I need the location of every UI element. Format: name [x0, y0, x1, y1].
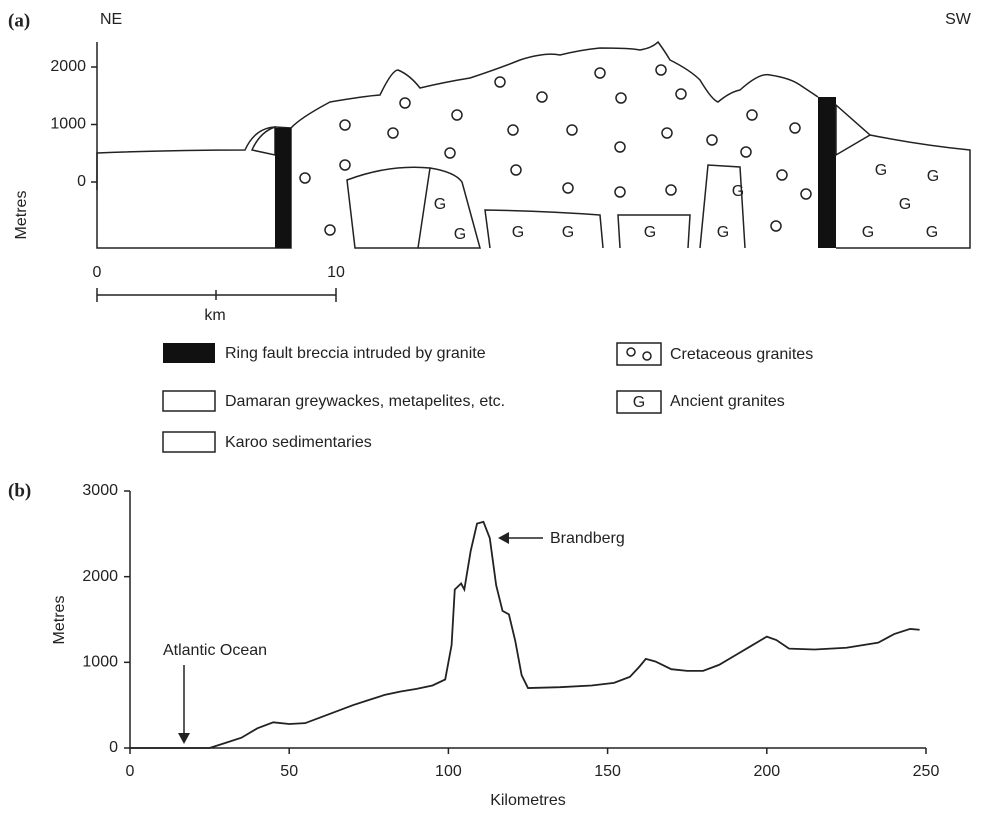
direction-label: SW — [945, 11, 972, 28]
granite-symbol: G — [899, 196, 911, 213]
granite-symbol — [615, 187, 625, 197]
ancient-granite-block — [836, 135, 970, 248]
ancient-granite-block — [485, 210, 603, 248]
panel-b: (b) Kilometres Metres Atlantic Ocean Bra… — [8, 480, 939, 809]
legend-swatch — [617, 343, 661, 365]
legend-label: Ring fault breccia intruded by granite — [225, 345, 486, 362]
damaran-block — [347, 167, 430, 248]
granite-symbol — [340, 160, 350, 170]
annotation: Brandberg — [550, 530, 625, 547]
legend-swatch — [163, 432, 215, 452]
y-tick-label: 1000 — [50, 116, 86, 133]
granite-symbol: G — [926, 224, 938, 241]
scale-unit: km — [204, 307, 225, 324]
y-tick-label: 3000 — [82, 482, 118, 499]
granite-symbol: G — [732, 183, 744, 200]
panel-label: (b) — [8, 480, 31, 501]
granite-symbol: G — [927, 168, 939, 185]
panel-label: (a) — [8, 10, 30, 31]
granite-symbol: G — [717, 224, 729, 241]
granite-symbol: G — [512, 224, 524, 241]
granite-symbol — [445, 148, 455, 158]
x-tick-label: 200 — [753, 763, 780, 780]
damaran-block — [97, 127, 291, 248]
granite-symbol: G — [875, 162, 887, 179]
granite-symbol — [388, 128, 398, 138]
granite-symbol — [325, 225, 335, 235]
breccia — [275, 128, 291, 248]
y-axis-label: Metres — [13, 191, 30, 240]
x-tick-label: 250 — [913, 763, 940, 780]
y-tick-label: 2000 — [50, 58, 86, 75]
granite-symbol — [771, 221, 781, 231]
direction-label: NE — [100, 11, 122, 28]
granite-symbol — [615, 142, 625, 152]
granite-symbol — [707, 135, 717, 145]
granite-symbol — [508, 125, 518, 135]
granite-symbol: G — [454, 226, 466, 243]
granite-symbol — [563, 183, 573, 193]
granite-symbol — [662, 128, 672, 138]
granite-symbol — [511, 165, 521, 175]
granite-symbol — [790, 123, 800, 133]
granite-symbol — [741, 147, 751, 157]
karoo-wedge — [252, 127, 275, 155]
panel-a: (a) NE SW Metres km G Ring fault breccia… — [8, 10, 972, 452]
granite-symbol — [666, 185, 676, 195]
granite-symbol — [340, 120, 350, 130]
granite-symbol — [747, 110, 757, 120]
scale-tick-label: 10 — [327, 264, 345, 281]
granite-symbol — [656, 65, 666, 75]
page: (a) NE SW Metres km G Ring fault breccia… — [0, 0, 986, 817]
granite-symbol — [300, 173, 310, 183]
granite-symbol: G — [862, 224, 874, 241]
x-tick-label: 100 — [435, 763, 462, 780]
granite-symbol: G — [434, 196, 446, 213]
arrow-head — [178, 733, 190, 744]
y-axis-label: Metres — [51, 596, 68, 645]
legend-label: Cretaceous granites — [670, 346, 813, 363]
x-tick-label: 0 — [126, 763, 135, 780]
granite-symbol — [676, 89, 686, 99]
legend-label: Karoo sedimentaries — [225, 434, 372, 451]
granite-symbol — [452, 110, 462, 120]
x-tick-label: 50 — [280, 763, 298, 780]
elevation-line — [130, 522, 920, 748]
arrow-head — [498, 532, 509, 544]
legend-symbol: G — [633, 394, 645, 411]
granite-symbol — [495, 77, 505, 87]
ancient-granite-block — [418, 168, 480, 248]
y-tick-label: 0 — [109, 739, 118, 756]
surface — [291, 42, 818, 128]
breccia — [818, 97, 836, 248]
granite-symbol — [777, 170, 787, 180]
x-axis-label: Kilometres — [490, 792, 566, 809]
granite-symbol — [400, 98, 410, 108]
legend-swatch — [163, 343, 215, 363]
y-tick-label: 1000 — [82, 654, 118, 671]
legend-label: Ancient granites — [670, 393, 785, 410]
annotation: Atlantic Ocean — [163, 642, 267, 659]
granite-symbol — [801, 189, 811, 199]
legend-symbol — [643, 352, 651, 360]
x-tick-label: 150 — [594, 763, 621, 780]
granite-symbol: G — [644, 224, 656, 241]
granite-symbol — [537, 92, 547, 102]
karoo-wedge — [836, 105, 870, 155]
granite-symbol — [567, 125, 577, 135]
legend-symbol — [627, 348, 635, 356]
legend-swatch — [163, 391, 215, 411]
scale-tick-label: 0 — [93, 264, 102, 281]
legend-label: Damaran greywackes, metapelites, etc. — [225, 393, 505, 410]
granite-symbol — [595, 68, 605, 78]
granite-symbol — [616, 93, 626, 103]
granite-symbol: G — [562, 224, 574, 241]
figure: (a) NE SW Metres km G Ring fault breccia… — [0, 0, 986, 817]
y-tick-label: 0 — [77, 173, 86, 190]
y-tick-label: 2000 — [82, 568, 118, 585]
